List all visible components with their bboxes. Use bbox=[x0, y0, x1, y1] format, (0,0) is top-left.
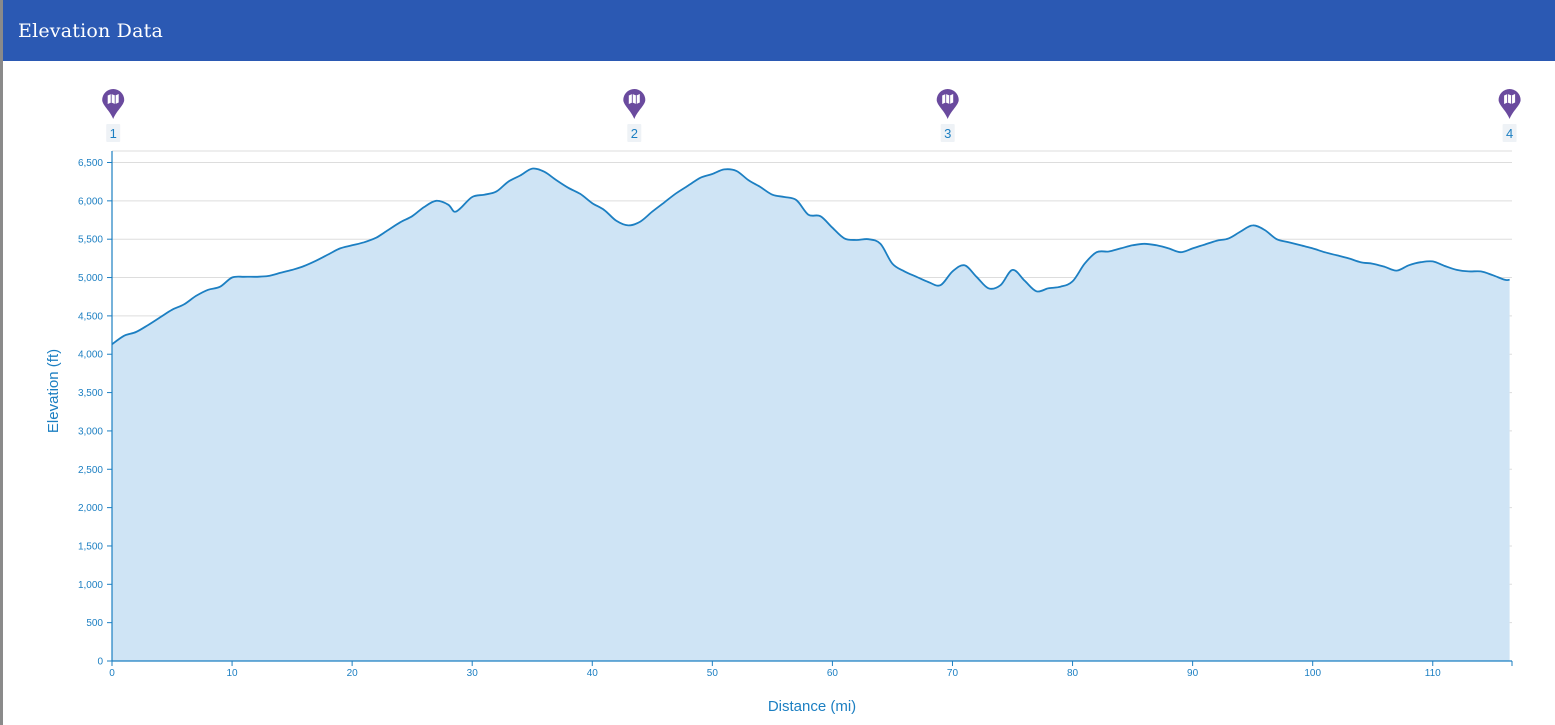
waypoint-label: 1 bbox=[110, 126, 117, 141]
waypoint-marker: 3 bbox=[936, 89, 959, 142]
x-tick-label: 80 bbox=[1067, 668, 1079, 679]
y-tick-label: 5,000 bbox=[78, 273, 103, 284]
y-tick-label: 3,500 bbox=[78, 388, 103, 399]
y-tick-label: 500 bbox=[86, 618, 103, 629]
elevation-area bbox=[111, 167, 1510, 661]
y-tick-label: 2,000 bbox=[78, 503, 103, 514]
waypoint-label-box bbox=[940, 124, 955, 142]
waypoint-label-box bbox=[106, 124, 121, 142]
page-title: Elevation Data bbox=[18, 19, 164, 42]
elevation-chart: 05001,0001,5002,0002,5003,0003,5004,0004… bbox=[45, 89, 1521, 715]
waypoint-marker: 4 bbox=[1498, 89, 1521, 142]
map-pin-icon bbox=[102, 89, 125, 119]
x-tick-label: 100 bbox=[1304, 668, 1321, 679]
x-tick-label: 30 bbox=[467, 668, 479, 679]
y-tick-label: 4,500 bbox=[78, 311, 103, 322]
waypoint-label: 3 bbox=[944, 126, 951, 141]
waypoint-marker: 1 bbox=[102, 89, 125, 142]
y-tick-label: 6,500 bbox=[78, 158, 103, 169]
y-tick-label: 4,000 bbox=[78, 350, 103, 361]
waypoint-label: 2 bbox=[631, 126, 638, 141]
x-axis-title: Distance (mi) bbox=[768, 698, 856, 715]
y-tick-label: 1,500 bbox=[78, 541, 103, 552]
y-tick-label: 6,000 bbox=[78, 196, 103, 207]
x-tick-label: 0 bbox=[109, 668, 115, 679]
y-tick-label: 5,500 bbox=[78, 235, 103, 246]
y-tick-label: 0 bbox=[97, 657, 103, 668]
map-pin-icon bbox=[1498, 89, 1521, 119]
x-tick-label: 60 bbox=[827, 668, 839, 679]
y-tick-label: 2,500 bbox=[78, 465, 103, 476]
waypoint-label: 4 bbox=[1506, 126, 1513, 141]
x-tick-label: 90 bbox=[1187, 668, 1199, 679]
map-icon bbox=[107, 94, 119, 104]
x-tick-label: 40 bbox=[587, 668, 599, 679]
elevation-area-fill bbox=[112, 168, 1510, 661]
y-tick-label: 1,000 bbox=[78, 580, 103, 591]
axes: 05001,0001,5002,0002,5003,0003,5004,0004… bbox=[78, 151, 1513, 679]
waypoint-label-box bbox=[1502, 124, 1517, 142]
y-tick-label: 3,000 bbox=[78, 426, 103, 437]
x-tick-label: 10 bbox=[227, 668, 239, 679]
elevation-line bbox=[111, 167, 1510, 346]
waypoint-marker: 2 bbox=[623, 89, 646, 142]
header-bar: Elevation Data bbox=[3, 0, 1555, 61]
x-tick-label: 20 bbox=[347, 668, 359, 679]
x-tick-label: 50 bbox=[707, 668, 719, 679]
window-edge bbox=[0, 0, 3, 725]
y-axis-title: Elevation (ft) bbox=[45, 349, 62, 433]
map-icon bbox=[628, 94, 640, 104]
map-pin-icon bbox=[623, 89, 646, 119]
map-icon bbox=[942, 94, 954, 104]
x-tick-label: 70 bbox=[947, 668, 959, 679]
waypoint-markers: 1 2 3 4 bbox=[102, 89, 1521, 142]
waypoint-label-box bbox=[627, 124, 642, 142]
x-tick-label: 110 bbox=[1425, 668, 1441, 679]
map-icon bbox=[1504, 94, 1516, 104]
map-pin-icon bbox=[936, 89, 959, 119]
